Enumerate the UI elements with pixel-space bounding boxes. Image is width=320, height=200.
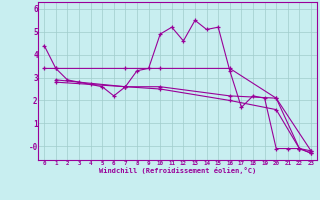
X-axis label: Windchill (Refroidissement éolien,°C): Windchill (Refroidissement éolien,°C)	[99, 167, 256, 174]
